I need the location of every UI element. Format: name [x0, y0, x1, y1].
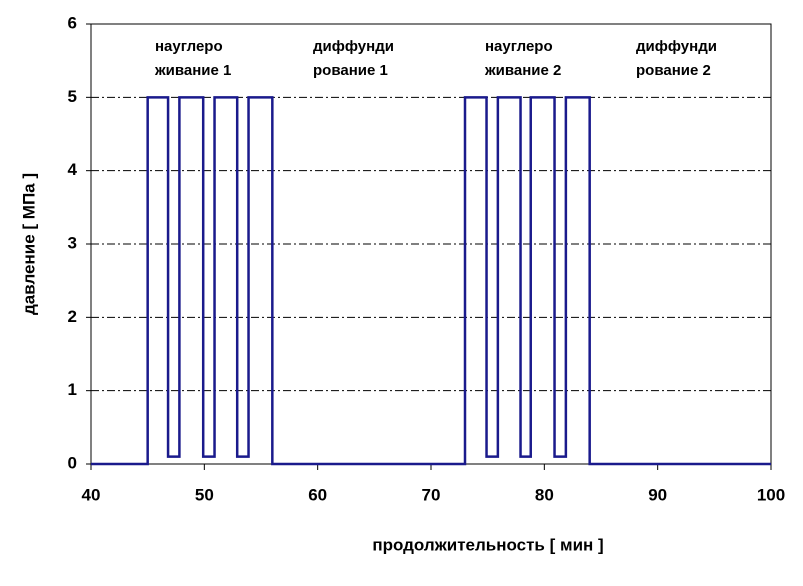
- x-tick-label: 90: [648, 485, 667, 504]
- annotation: живание 1: [154, 62, 231, 79]
- x-tick-label: 80: [535, 485, 554, 504]
- annotation: живание 2: [484, 62, 561, 79]
- x-tick-label: 60: [308, 485, 327, 504]
- y-tick-label: 2: [68, 307, 77, 326]
- annotation: науглеро: [485, 38, 553, 55]
- annotation: рование 1: [313, 62, 388, 79]
- x-tick-label: 70: [422, 485, 441, 504]
- annotation: диффунди: [636, 38, 717, 55]
- annotation: науглеро: [155, 38, 223, 55]
- y-tick-label: 4: [68, 160, 78, 179]
- x-tick-label: 40: [82, 485, 101, 504]
- y-tick-label: 0: [68, 453, 77, 472]
- y-tick-label: 5: [68, 87, 77, 106]
- y-tick-label: 6: [68, 13, 77, 32]
- x-axis-label: продолжительность [ мин ]: [372, 535, 603, 554]
- y-tick-label: 3: [68, 233, 77, 252]
- x-tick-label: 50: [195, 485, 214, 504]
- data-line: [91, 96, 771, 466]
- y-axis-label: давление [ МПа ]: [19, 173, 38, 315]
- annotation: рование 2: [636, 62, 711, 79]
- annotation: диффунди: [313, 38, 394, 55]
- x-tick-label: 100: [757, 485, 785, 504]
- y-tick-label: 1: [68, 380, 77, 399]
